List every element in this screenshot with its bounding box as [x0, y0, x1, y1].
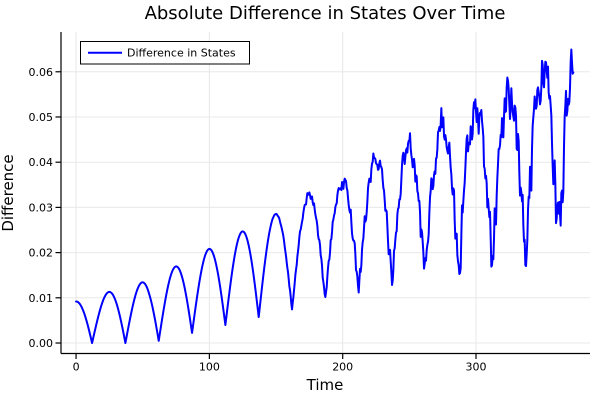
axis-layer — [60, 32, 590, 355]
series-layer — [75, 48, 575, 345]
legend-box — [80, 41, 250, 65]
legend-label: Difference in States — [127, 47, 236, 60]
tick-layer: 0 100 200 300 0.00 0.01 0.02 0.03 0.04 0.05 0.06 — [29, 66, 487, 374]
chart-title: Absolute Difference in States Over Time — [145, 3, 506, 24]
y-tick-label: 0.01 — [29, 292, 54, 305]
y-tick-label: 0.05 — [29, 111, 54, 124]
x-tick-label: 0 — [73, 361, 80, 374]
series-difference-line — [75, 48, 575, 345]
x-tick-label: 300 — [466, 361, 487, 374]
legend: Difference in States — [80, 41, 250, 65]
y-axis-label: Difference — [0, 154, 17, 231]
y-tick-label: 0.04 — [29, 156, 54, 169]
y-tick-label: 0.00 — [29, 337, 54, 350]
x-axis-label: Time — [306, 376, 344, 394]
x-tick-label: 100 — [199, 361, 220, 374]
grid-layer — [61, 32, 590, 354]
x-tick-label: 200 — [332, 361, 353, 374]
y-tick-label: 0.06 — [29, 66, 54, 79]
y-tick-label: 0.02 — [29, 247, 54, 260]
y-tick-label: 0.03 — [29, 201, 54, 214]
